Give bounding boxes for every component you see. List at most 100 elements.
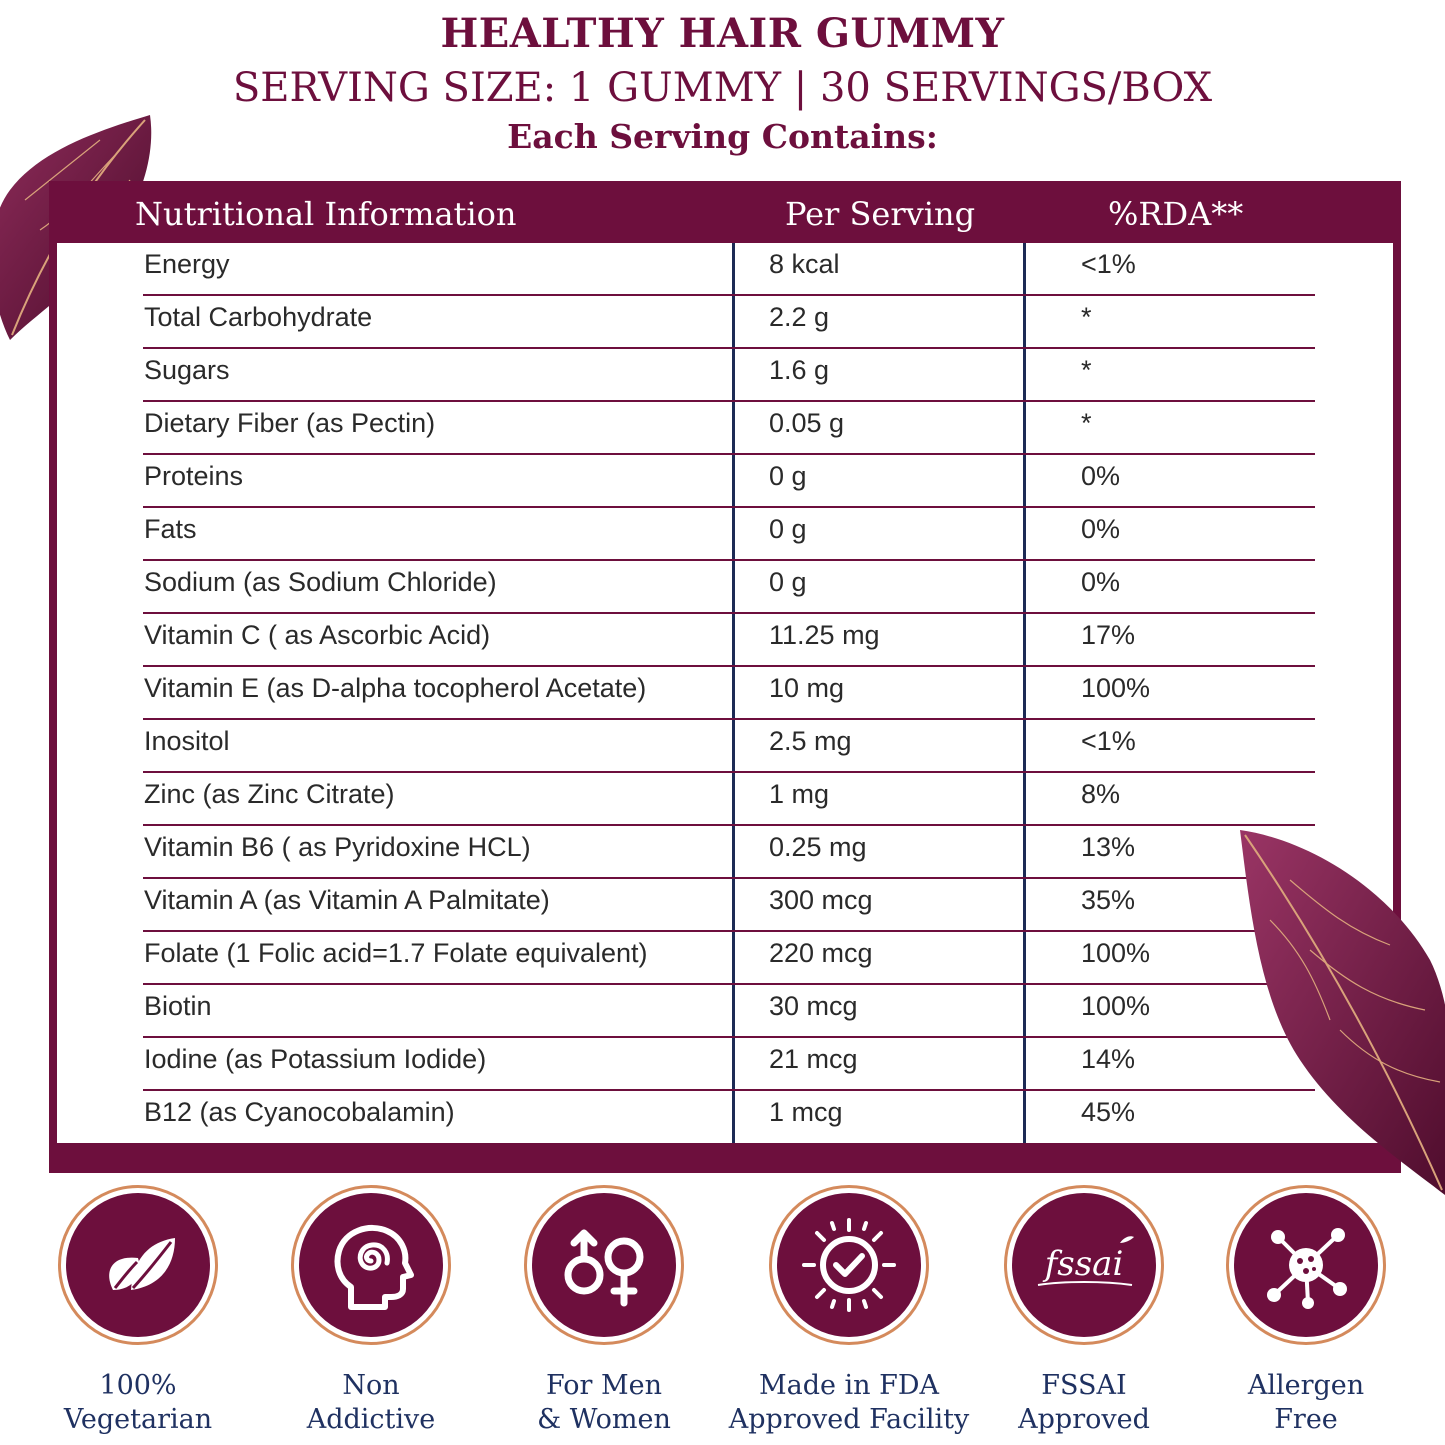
table-row: Vitamin E (as D-alpha tocopherol Acetate… (57, 667, 1393, 720)
per-serving-value: 21 mcg (769, 1044, 858, 1074)
nutrient-name: Iodine (as Potassium Iodide) (144, 1044, 487, 1074)
nutrient-name: Folate (1 Folic acid=1.7 Folate equivale… (144, 938, 648, 968)
table-row: Biotin 30 mcg 100% (57, 985, 1393, 1038)
rda-value: 13% (1081, 832, 1136, 862)
table-row: Fats 0 g 0% (57, 508, 1393, 561)
table-row: Vitamin C ( as Ascorbic Acid) 11.25 mg 17% (57, 614, 1393, 667)
rda-value: 100% (1081, 991, 1151, 1021)
molecule-icon (1267, 1228, 1347, 1309)
rda-value: <1% (1081, 249, 1136, 279)
badge-allergen-free: Allergen Free (1196, 1185, 1416, 1437)
table-rows: Energy 8 kcal <1% Total Carbohydrate 2.2 g * S… (57, 243, 1393, 1144)
badge-label-line2: Approved (1018, 1404, 1150, 1435)
column-header-rda: %RDA** (1108, 195, 1244, 233)
per-serving-value: 0 g (769, 514, 807, 544)
badge-vegetarian: 100% Vegetarian (28, 1185, 248, 1437)
per-serving-value: 220 mcg (769, 938, 873, 968)
badge-non-addictive: Non Addictive (261, 1185, 481, 1437)
rda-value: * (1081, 355, 1092, 385)
badge-label-line1: For Men (545, 1370, 662, 1401)
nutrient-name: Fats (144, 514, 197, 544)
rda-value: 17% (1081, 620, 1136, 650)
badge-fssai: fssai FSSAI Approved (974, 1185, 1194, 1437)
per-serving-value: 10 mg (769, 673, 845, 703)
per-serving-value: 0.25 mg (769, 832, 867, 862)
table-header: Nutritional Information Per Serving %RDA… (49, 181, 1401, 243)
nutrient-name: Dietary Fiber (as Pectin) (144, 408, 436, 438)
column-header-per-serving: Per Serving (785, 195, 976, 233)
nutrient-name: Vitamin C ( as Ascorbic Acid) (144, 620, 491, 650)
nutrient-name: Sugars (144, 355, 230, 385)
badge-label-line1: FSSAI (1041, 1370, 1127, 1401)
nutrient-name: Total Carbohydrate (144, 302, 373, 332)
nutrient-name: Sodium (as Sodium Chloride) (144, 567, 497, 597)
column-header-nutrition: Nutritional Information (135, 195, 517, 233)
table-row: Proteins 0 g 0% (57, 455, 1393, 508)
column-divider (732, 243, 735, 1143)
per-serving-value: 2.5 mg (769, 726, 852, 756)
badge-label-line1: Non (342, 1370, 400, 1401)
rda-value: * (1081, 302, 1092, 332)
table-row: Vitamin A (as Vitamin A Palmitate) 300 mc… (57, 879, 1393, 932)
per-serving-value: 0 g (769, 567, 807, 597)
per-serving-value: 30 mcg (769, 991, 858, 1021)
per-serving-value: 8 kcal (769, 249, 840, 279)
table-row: Sodium (as Sodium Chloride) 0 g 0% (57, 561, 1393, 614)
badge-men-women: For Men & Women (494, 1185, 714, 1437)
nutrient-name: Vitamin E (as D-alpha tocopherol Acetate… (144, 673, 647, 703)
per-serving-value: 1.6 g (769, 355, 830, 385)
rda-value: 100% (1081, 673, 1151, 703)
per-serving-value: 0.05 g (769, 408, 845, 438)
per-serving-value: 1 mcg (769, 1097, 843, 1127)
rda-value: 35% (1081, 885, 1136, 915)
table-body: Energy 8 kcal <1% Total Carbohydrate 2.2 g * S… (57, 243, 1393, 1143)
table-row: Folate (1 Folic acid=1.7 Folate equivale… (57, 932, 1393, 985)
rda-value: 0% (1081, 567, 1121, 597)
nutrition-table: Nutritional Information Per Serving %RDA… (49, 181, 1401, 1173)
product-title: HEALTHY HAIR GUMMY (440, 10, 1005, 57)
badge-label-line2: Addictive (306, 1404, 436, 1435)
serving-size: SERVING SIZE: 1 GUMMY | 30 SERVINGS/BOX (232, 65, 1213, 111)
rda-value: 0% (1081, 514, 1121, 544)
fssai-logo-text: fssai (1042, 1244, 1124, 1284)
badge-label-line2: Approved Facility (728, 1404, 970, 1435)
rda-value: 8% (1081, 779, 1121, 809)
rda-value: 14% (1081, 1044, 1136, 1074)
nutrient-name: Vitamin A (as Vitamin A Palmitate) (144, 885, 550, 915)
gender-icon (564, 1229, 644, 1307)
nutrient-name: Zinc (as Zinc Citrate) (144, 779, 395, 809)
badge-fda-facility: Made in FDA Approved Facility (729, 1185, 969, 1437)
rda-value: 0% (1081, 461, 1121, 491)
column-divider (1023, 243, 1026, 1143)
decorative-leaf-bottom-right (1240, 830, 1445, 1195)
feature-badges: 100% Vegetarian Non Addictive For Men (0, 1185, 1445, 1445)
table-row: Zinc (as Zinc Citrate) 1 mg 8% (57, 773, 1393, 826)
per-serving-value: 2.2 g (769, 302, 830, 332)
each-serving-heading: Each Serving Contains: (507, 117, 938, 156)
table-row: Iodine (as Potassium Iodide) 21 mcg 14% (57, 1038, 1393, 1091)
table-row: Sugars 1.6 g * (57, 349, 1393, 402)
nutrient-name: Energy (144, 249, 230, 279)
table-row: Energy 8 kcal <1% (57, 243, 1393, 296)
nutrient-name: B12 (as Cyanocobalamin) (144, 1097, 455, 1127)
rda-value: * (1081, 408, 1092, 438)
sun-check-icon (802, 1218, 896, 1312)
table-row: Vitamin B6 ( as Pyridoxine HCL) 0.25 mg 13… (57, 826, 1393, 879)
badge-label-line2: & Women (537, 1404, 671, 1435)
badge-label-line2: Vegetarian (63, 1404, 213, 1435)
nutrient-name: Proteins (144, 461, 244, 491)
page-header: HEALTHY HAIR GUMMY SERVING SIZE: 1 GUMMY… (0, 10, 1445, 156)
per-serving-value: 11.25 mg (769, 620, 880, 650)
badge-label-line1: Made in FDA (758, 1370, 940, 1401)
table-row: Dietary Fiber (as Pectin) 0.05 g * (57, 402, 1393, 455)
nutrient-name: Biotin (144, 991, 212, 1021)
head-spiral-icon (334, 1224, 414, 1310)
table-row: Total Carbohydrate 2.2 g * (57, 296, 1393, 349)
per-serving-value: 1 mg (769, 779, 830, 809)
rda-value: 100% (1081, 938, 1151, 968)
nutrient-name: Vitamin B6 ( as Pyridoxine HCL) (144, 832, 531, 862)
rda-value: <1% (1081, 726, 1136, 756)
nutrient-name: Inositol (144, 726, 230, 756)
badge-label-line2: Free (1274, 1404, 1338, 1435)
badge-label-line1: 100% (99, 1370, 177, 1401)
